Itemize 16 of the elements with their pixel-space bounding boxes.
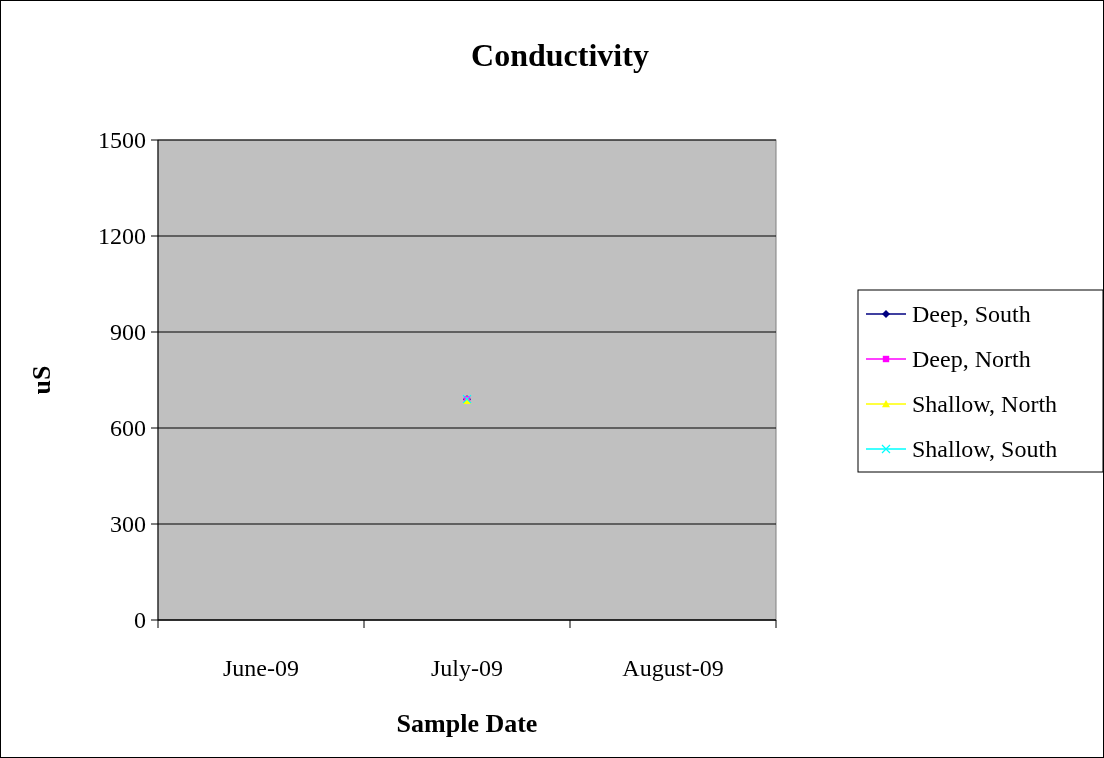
chart-title: Conductivity [471,37,649,73]
legend-label: Deep, North [912,346,1031,373]
x-tick-label: July-09 [431,655,503,681]
y-tick-label: 300 [110,511,146,538]
y-tick-label: 600 [110,415,146,442]
y-tick-label: 0 [134,607,146,634]
x-tick-label: August-09 [622,655,724,681]
legend-label: Shallow, South [912,436,1058,463]
x-axis-title: Sample Date [396,709,538,738]
y-tick-label: 1200 [98,223,146,250]
legend-label: Deep, South [912,301,1031,328]
legend-label: Shallow, North [912,391,1058,418]
y-tick-label: 900 [110,319,146,346]
y-tick-label: 1500 [98,127,146,154]
x-tick-label: June-09 [223,655,299,681]
y-axis-title: uS [27,365,56,395]
